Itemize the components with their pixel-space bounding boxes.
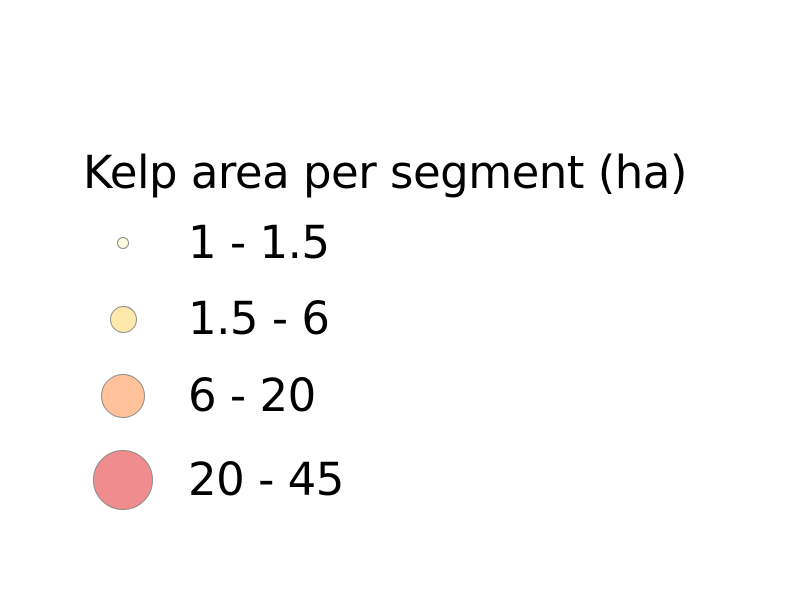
legend-symbol-cell [82, 361, 164, 431]
graduated-circle-symbol [109, 305, 137, 333]
legend-class-label: 1.5 - 6 [188, 292, 330, 345]
legend-symbol-cell [82, 284, 164, 354]
legend-class-row: 1 - 1.5 [0, 208, 801, 278]
legend-class-row: 1.5 - 6 [0, 284, 801, 354]
graduated-circle-symbol [101, 374, 145, 418]
graduated-circle-symbol [93, 450, 153, 510]
legend-symbol-cell [82, 445, 164, 515]
legend-class-row: 6 - 20 [0, 361, 801, 431]
legend-class-label: 20 - 45 [188, 453, 344, 506]
legend-class-row: 20 - 45 [0, 445, 801, 515]
legend-title: Kelp area per segment (ha) [83, 146, 687, 199]
legend-class-label: 1 - 1.5 [188, 216, 330, 269]
legend-symbol-cell [82, 208, 164, 278]
legend-class-label: 6 - 20 [188, 369, 316, 422]
graduated-circle-symbol [117, 237, 129, 249]
